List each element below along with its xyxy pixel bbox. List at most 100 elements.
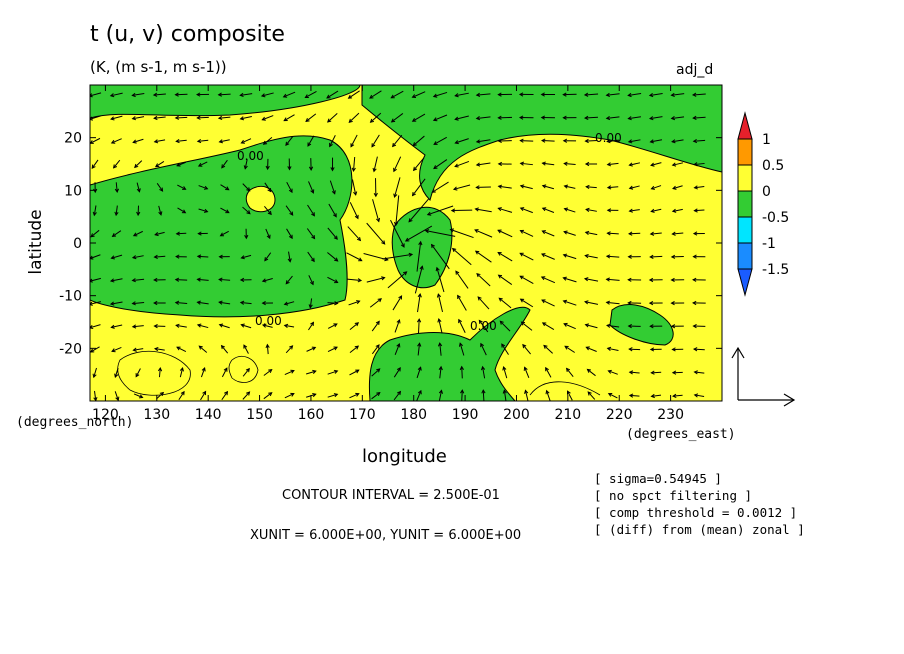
wind-arrow [649, 347, 662, 352]
wind-arrow [502, 366, 508, 379]
wind-arrow [283, 323, 295, 328]
wind-arrow [693, 162, 705, 167]
wind-arrow [692, 323, 706, 329]
wind-arrow [307, 251, 315, 263]
x-tick-label: 130 [143, 407, 170, 423]
wind-arrow [239, 115, 252, 121]
wind-arrow [438, 389, 444, 401]
wind-arrow [628, 208, 640, 213]
wind-arrow [475, 92, 491, 97]
wind-arrow [583, 92, 599, 97]
wind-arrow [497, 184, 512, 189]
wind-arrow [650, 393, 662, 399]
wind-arrow [109, 92, 123, 98]
wind-arrow [174, 277, 188, 282]
wind-arrow [197, 231, 208, 236]
wind-arrow [351, 179, 358, 196]
wind-arrow [392, 134, 403, 148]
wind-arrow [285, 345, 294, 354]
wind-arrow [605, 254, 620, 259]
wind-arrow [90, 254, 101, 260]
wind-arrow [348, 112, 360, 123]
wind-arrow [287, 251, 292, 263]
wind-arrow [135, 368, 141, 378]
wind-arrow [606, 185, 619, 190]
wind-arrow [261, 323, 273, 328]
wind-arrow [693, 208, 705, 213]
wind-arrow [541, 230, 555, 237]
colorbar-label: -1.5 [762, 262, 789, 278]
wind-arrow [329, 180, 336, 195]
wind-arrow [393, 195, 400, 227]
wind-arrow [153, 324, 166, 329]
wind-arrow [499, 320, 511, 332]
wind-arrow [475, 139, 491, 144]
contour-label: 0.00 [237, 149, 264, 163]
wind-arrow [308, 321, 315, 331]
wind-arrow [261, 115, 274, 121]
y-axis-label: latitude [26, 209, 46, 275]
wind-arrow [327, 393, 339, 398]
wind-arrow [154, 161, 165, 168]
wind-arrow [132, 138, 144, 144]
wind-arrow [240, 138, 252, 144]
wind-arrow [132, 347, 144, 352]
contour-labels: 0.00 0.00 0.00 0.00 [237, 131, 622, 333]
wind-arrow [671, 208, 683, 213]
wind-arrow [349, 369, 360, 376]
wind-arrow [475, 185, 491, 190]
colorbar-bottom-arrow [737, 268, 753, 297]
wind-arrow [648, 300, 663, 306]
wind-arrow [424, 229, 456, 237]
wind-arrow [347, 90, 360, 99]
wind-arrow [693, 185, 705, 190]
wind-arrow [242, 391, 251, 400]
wind-arrow [307, 135, 315, 147]
wind-arrow [563, 161, 576, 166]
wind-arrow [110, 254, 123, 260]
wind-arrow [672, 393, 683, 399]
wind-arrow [393, 367, 401, 378]
wind-arrow [541, 322, 555, 330]
wind-arrow [692, 231, 705, 236]
wind-arrow [284, 392, 295, 399]
wind-arrow [541, 161, 555, 166]
wind-arrow [404, 225, 433, 242]
x-tick-label: 190 [452, 407, 479, 423]
wind-arrow [416, 366, 422, 379]
wind-arrow [198, 345, 208, 353]
wind-arrow [175, 138, 187, 144]
x-tick-label: 180 [400, 407, 427, 423]
wind-arrow [449, 228, 474, 239]
wind-arrow [264, 182, 272, 193]
wind-arrow [606, 231, 619, 236]
wind-arrow [649, 254, 663, 259]
contour-label: 0.00 [470, 319, 497, 333]
wind-arrow [519, 161, 533, 166]
weak-contours [117, 350, 601, 396]
contour-label: 0.00 [255, 314, 282, 328]
wind-arrow [221, 159, 228, 169]
wind-arrow [650, 162, 662, 167]
wind-arrow [239, 300, 252, 305]
wind-arrow [518, 115, 534, 120]
wind-arrow [221, 367, 228, 378]
wind-arrow [606, 208, 619, 213]
wind-arrow [260, 92, 274, 98]
wind-arrow [438, 365, 443, 379]
wind-arrow [540, 276, 556, 284]
wind-arrow [157, 366, 163, 378]
wind-arrow [497, 229, 513, 238]
wind-arrow [153, 300, 166, 306]
wind-arrow [670, 92, 685, 98]
wind-arrow [349, 345, 360, 354]
note-line: [ sigma=0.54945 ] [594, 471, 722, 486]
wind-arrow [262, 137, 273, 145]
wind-arrow [217, 92, 231, 97]
wind-arrow [432, 91, 448, 98]
wind-arrow [497, 161, 512, 167]
x-tick-label: 220 [606, 407, 633, 423]
wind-arrow [497, 92, 513, 97]
wind-arrow [450, 208, 473, 213]
wind-arrow [109, 278, 123, 283]
